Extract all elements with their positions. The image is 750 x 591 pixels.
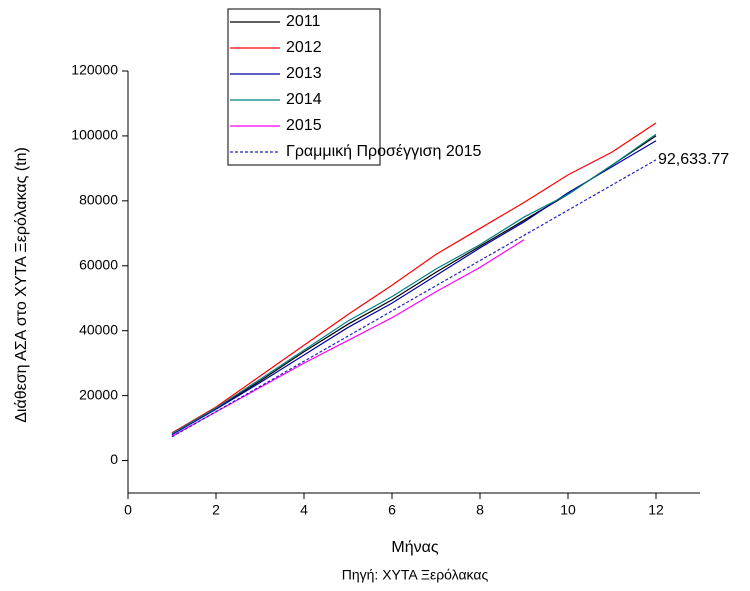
x-tick-label: 8 — [476, 502, 484, 518]
x-tick-label: 10 — [560, 502, 576, 518]
series-line — [171, 159, 657, 438]
legend-label: 2012 — [286, 39, 322, 56]
y-tick-label: 0 — [110, 451, 118, 467]
series-line — [171, 140, 657, 436]
x-tick-label: 12 — [648, 502, 664, 518]
x-tick-label: 0 — [124, 502, 132, 518]
x-axis-title: Μήνας — [391, 539, 438, 556]
y-tick-label: 80000 — [79, 192, 118, 208]
series-line — [171, 133, 657, 435]
x-tick-label: 6 — [388, 502, 396, 518]
y-tick-label: 100000 — [71, 127, 118, 143]
y-tick-label: 20000 — [79, 386, 118, 402]
legend-label: 2011 — [286, 13, 321, 30]
y-tick-label: 60000 — [79, 256, 118, 272]
x-tick-label: 2 — [212, 502, 220, 518]
series-line — [171, 122, 657, 434]
source-note: Πηγή: ΧΥΤΑ Ξερόλακας — [342, 567, 489, 583]
annotation: 92,633.77 — [658, 151, 729, 168]
legend-label: 2014 — [286, 91, 322, 108]
y-tick-label: 40000 — [79, 321, 118, 337]
legend-label: 2013 — [286, 65, 322, 82]
y-tick-label: 120000 — [71, 62, 118, 78]
y-axis-title: Διάθεση ΑΣΑ στο ΧΥΤΑ Ξερόλακας (tn) — [13, 147, 30, 423]
legend-label: 2015 — [286, 117, 322, 134]
x-tick-label: 4 — [300, 502, 308, 518]
legend-label: Γραμμική Προσέγγιση 2015 — [286, 143, 482, 160]
legend-box — [227, 8, 381, 166]
